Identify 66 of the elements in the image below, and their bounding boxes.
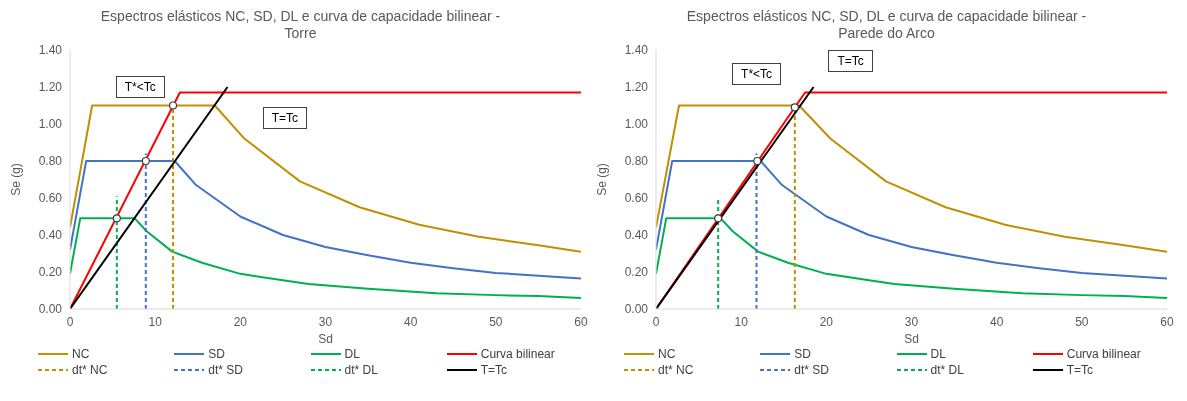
y-tick-label: 1.40 <box>38 43 63 58</box>
x-tick-label: 40 <box>403 314 418 329</box>
legend-label: T=Tc <box>1066 363 1094 377</box>
y-tick-label: 0.00 <box>624 302 649 317</box>
y-tick-label: 1.00 <box>38 117 63 132</box>
point <box>790 103 799 112</box>
legend-label: DL <box>344 347 360 361</box>
y-tick-label: 0.40 <box>624 228 649 243</box>
x-tick-label: 10 <box>148 314 163 329</box>
y-tick-label: 0.40 <box>38 228 63 243</box>
legend-label: NC <box>658 347 676 361</box>
chart-title: Espectros elásticos NC, SD, DL e curva de capacidade bilinear - Torre <box>99 8 502 42</box>
legend-label: dt* DL <box>344 363 378 377</box>
x-tick-label: 20 <box>233 314 248 329</box>
x-tick-label: 60 <box>574 314 588 329</box>
y-axis-title: Se (g) <box>595 163 610 196</box>
x-tick-label: 30 <box>318 314 333 329</box>
point <box>112 214 121 223</box>
y-tick-label: 0.60 <box>624 191 649 206</box>
line-series <box>70 104 581 253</box>
point <box>168 101 178 110</box>
y-tick-label: 1.00 <box>624 117 649 132</box>
line-series <box>70 217 581 299</box>
x-tick-label: 50 <box>489 314 503 329</box>
y-tick-label: 1.20 <box>38 80 63 95</box>
legend-label: Curva bilinear <box>480 347 555 361</box>
legend-label: Curva bilinear <box>1066 347 1141 361</box>
y-tick-label: 0.80 <box>38 154 63 169</box>
legend-label: T=Tc <box>480 363 508 377</box>
y-tick-label: 0.80 <box>624 154 649 169</box>
y-tick-label: 0.00 <box>38 302 63 317</box>
legend-label: dt* NC <box>72 363 108 377</box>
annotation: T=Tc <box>262 106 307 129</box>
legend-label: SD <box>794 347 811 361</box>
x-tick-label: 50 <box>1075 314 1089 329</box>
y-tick-label: 0.60 <box>38 191 63 206</box>
legend-label: dt* SD <box>208 363 243 377</box>
x-tick-label: 40 <box>989 314 1004 329</box>
legend-label: NC <box>72 347 90 361</box>
x-axis-title: Sd <box>904 332 919 346</box>
x-tick-label: 0 <box>66 314 74 329</box>
y-axis-title: Se (g) <box>9 163 24 196</box>
point <box>141 156 150 166</box>
line-series <box>656 104 1167 253</box>
legend-label: dt* SD <box>794 363 829 377</box>
annotation: T*<Tc <box>115 75 165 98</box>
legend-label: SD <box>208 347 225 361</box>
x-tick-label: 30 <box>904 314 919 329</box>
chart-title: Espectros elásticos NC, SD, DL e curva de capacidade bilinear - Parede do Arco <box>685 8 1088 42</box>
x-tick-label: 10 <box>734 314 749 329</box>
x-axis-title: Sd <box>318 332 333 346</box>
annotation: T=Tc <box>828 50 873 72</box>
x-tick-label: 60 <box>1160 314 1174 329</box>
y-tick-label: 1.40 <box>624 43 649 58</box>
y-tick-label: 0.20 <box>624 265 649 280</box>
x-tick-label: 20 <box>819 314 834 329</box>
y-tick-label: 1.20 <box>624 80 649 95</box>
legend-label: dt* DL <box>930 363 964 377</box>
line-series <box>70 160 581 280</box>
legend-label: DL <box>930 347 946 361</box>
point <box>753 156 762 166</box>
legend-label: dt* NC <box>658 363 694 377</box>
annotation: T*<Tc <box>732 62 782 85</box>
y-tick-label: 0.20 <box>38 265 63 280</box>
x-tick-label: 0 <box>652 314 660 329</box>
point <box>714 214 723 223</box>
